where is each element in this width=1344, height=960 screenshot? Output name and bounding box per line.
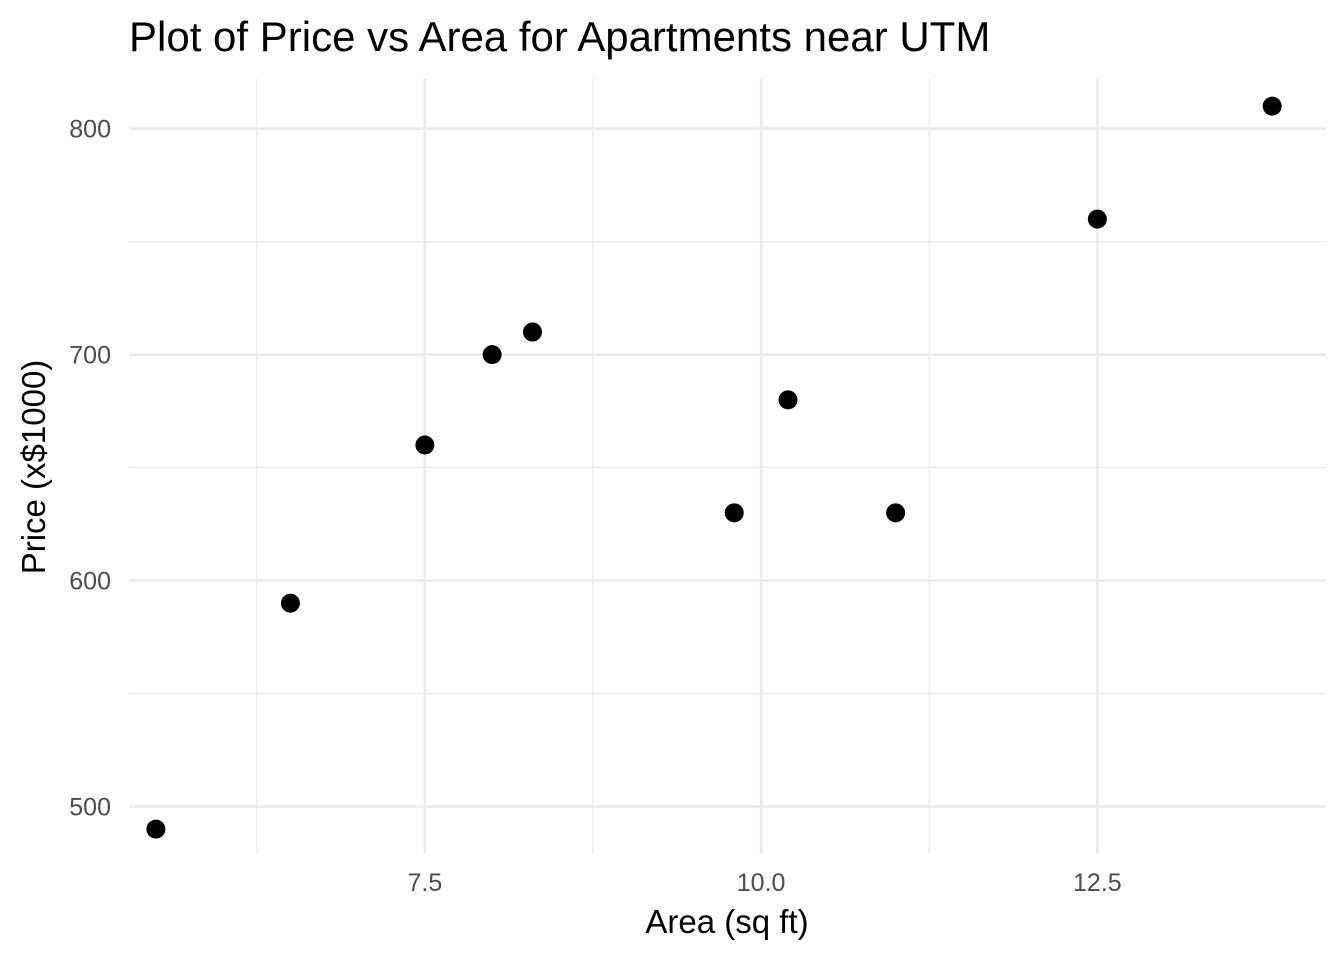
x-tick-label: 10.0	[737, 869, 786, 897]
plot-area	[129, 79, 1326, 854]
x-axis-title: Area (sq ft)	[645, 903, 808, 940]
y-tick-label: 700	[69, 342, 111, 370]
y-axis-ticks: 500 600 700 800	[69, 116, 111, 822]
data-point	[778, 390, 798, 410]
data-point	[724, 503, 744, 523]
data-point	[1087, 209, 1107, 229]
grid	[129, 79, 1326, 854]
y-axis-title: Price (x$1000)	[15, 360, 52, 575]
x-tick-label: 12.5	[1073, 869, 1122, 897]
y-tick-label: 500	[69, 794, 111, 822]
data-point	[280, 593, 300, 613]
data-point	[522, 322, 542, 342]
x-axis-ticks: 7.5 10.0 12.5	[408, 869, 1122, 897]
data-points	[146, 96, 1282, 839]
x-tick-label: 7.5	[408, 869, 443, 897]
y-tick-label: 600	[69, 568, 111, 596]
chart-title: Plot of Price vs Area for Apartments nea…	[129, 13, 990, 60]
data-point	[146, 819, 166, 839]
data-point	[1262, 96, 1282, 116]
y-tick-label: 800	[69, 116, 111, 144]
data-point	[482, 345, 502, 365]
data-point	[886, 503, 906, 523]
data-point	[415, 435, 435, 455]
